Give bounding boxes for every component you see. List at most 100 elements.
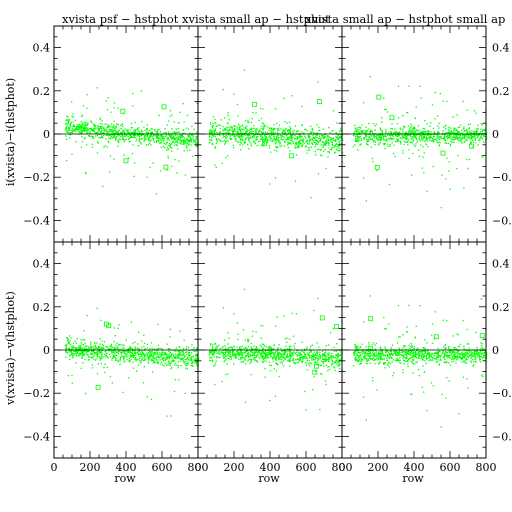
data-point [288, 350, 290, 353]
data-point [86, 353, 88, 356]
data-point [335, 137, 337, 139]
data-point [166, 343, 168, 345]
data-point [387, 132, 389, 134]
data-point [150, 355, 152, 357]
data-point [322, 141, 324, 144]
data-point [239, 350, 242, 352]
data-point [412, 130, 414, 132]
data-point [311, 128, 313, 130]
data-point [129, 129, 132, 131]
data-point [314, 361, 316, 363]
data-point [319, 355, 321, 357]
data-point [357, 135, 359, 138]
data-point [146, 129, 148, 131]
data-point [469, 123, 471, 125]
data-point [80, 345, 82, 347]
data-point [306, 140, 308, 142]
data-point [364, 132, 366, 134]
data-point [250, 351, 252, 353]
data-point [377, 137, 379, 139]
data-point [278, 355, 280, 357]
data-point [479, 350, 482, 352]
data-point [403, 126, 405, 128]
data-point [211, 354, 214, 356]
data-point [103, 347, 105, 349]
data-point [228, 351, 230, 353]
data-point [397, 140, 399, 142]
data-point [88, 350, 90, 352]
data-point [406, 138, 408, 140]
data-point [312, 137, 314, 139]
data-point [310, 351, 312, 353]
data-point [299, 139, 301, 142]
data-point [123, 359, 125, 361]
data-point [115, 125, 117, 127]
data-point [299, 132, 301, 135]
data-point [179, 330, 181, 332]
data-point [144, 129, 146, 131]
data-point [132, 131, 134, 134]
data-point [422, 131, 424, 134]
data-point [457, 138, 459, 141]
data-point [330, 140, 332, 142]
data-point [339, 134, 341, 136]
data-point [147, 131, 149, 133]
data-point [166, 356, 168, 358]
data-point [149, 135, 151, 137]
data-point [244, 401, 247, 403]
data-point [441, 137, 443, 140]
data-point [185, 142, 187, 144]
data-point [213, 356, 215, 358]
data-point [143, 360, 145, 362]
data-point [468, 131, 470, 133]
data-point [278, 352, 280, 354]
data-point [289, 353, 291, 355]
data-point [172, 137, 174, 139]
data-point [371, 138, 373, 140]
data-point [275, 146, 277, 148]
data-point [453, 127, 455, 129]
data-point [78, 130, 80, 133]
data-point [223, 356, 225, 358]
data-point [239, 139, 242, 141]
data-point [134, 352, 136, 354]
data-point [102, 343, 104, 346]
data-point [282, 139, 284, 141]
data-point [113, 327, 115, 329]
data-point [408, 125, 410, 127]
data-point [214, 129, 217, 131]
data-point [408, 130, 410, 132]
data-point [228, 129, 230, 132]
data-point [110, 129, 112, 132]
data-point [329, 131, 331, 134]
data-point [289, 137, 292, 139]
data-point [140, 350, 143, 353]
data-point [403, 354, 406, 356]
data-point [247, 338, 249, 341]
data-point [414, 134, 416, 136]
data-point [268, 129, 270, 131]
data-point [209, 141, 211, 143]
data-point [399, 127, 401, 129]
data-point [386, 140, 388, 142]
data-point [468, 158, 471, 160]
data-point [336, 364, 338, 366]
data-point [311, 359, 313, 361]
data-point [358, 126, 360, 128]
data-point [122, 357, 125, 359]
data-point [337, 136, 340, 138]
data-point [247, 143, 249, 146]
data-point [443, 136, 445, 138]
data-point [426, 140, 429, 142]
data-point [140, 129, 143, 132]
data-point [78, 125, 80, 127]
data-point [312, 357, 314, 359]
data-point [474, 136, 476, 138]
data-point [287, 348, 289, 351]
data-point [66, 124, 68, 126]
data-point [91, 129, 93, 131]
data-point [263, 138, 266, 141]
data-point [411, 130, 413, 133]
data-point [304, 390, 306, 393]
data-point [113, 102, 116, 104]
